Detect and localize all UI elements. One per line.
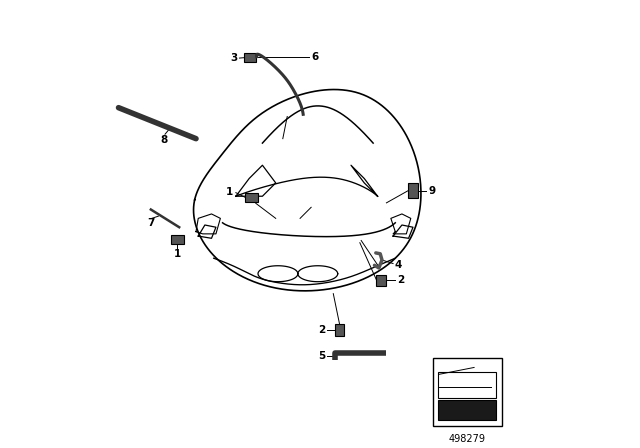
Text: 3: 3 [230,53,237,63]
Text: 2: 2 [318,325,325,335]
Polygon shape [376,275,386,286]
Polygon shape [244,193,258,202]
Polygon shape [335,324,344,336]
Bar [438,371,496,398]
Polygon shape [244,53,256,63]
Text: 498279: 498279 [449,435,486,444]
Text: 1: 1 [226,187,234,197]
Text: 6: 6 [311,52,318,62]
Text: 7: 7 [147,218,154,228]
Text: 5: 5 [318,351,325,361]
Text: 2: 2 [397,276,404,285]
Bar [438,401,496,420]
Text: 9: 9 [428,186,435,196]
Polygon shape [408,183,418,198]
Bar [433,358,502,426]
Text: 4: 4 [395,260,402,270]
Text: 1: 1 [174,249,181,259]
Polygon shape [171,235,184,245]
Text: 8: 8 [161,134,168,145]
